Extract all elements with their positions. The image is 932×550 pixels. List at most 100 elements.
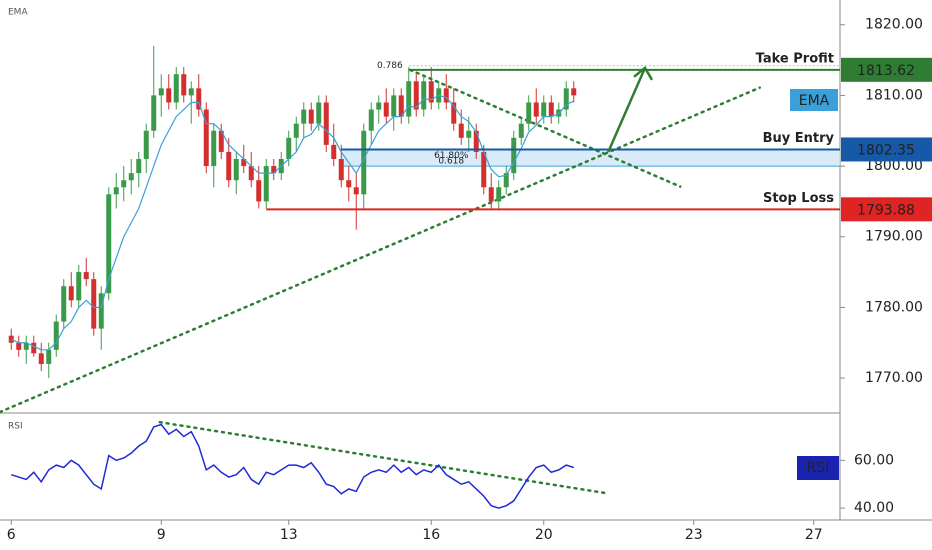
candle-body (466, 130, 472, 138)
candle-body (106, 194, 112, 294)
candle-body (563, 88, 569, 110)
x-tick-label: 6 (7, 527, 16, 543)
price-box-label: 1813.62 (857, 63, 915, 79)
fib-label: 0.618 (438, 157, 464, 167)
arrow (607, 67, 647, 153)
candle-body (76, 272, 82, 301)
candle-body (353, 187, 359, 195)
fib-label: 0.786 (377, 61, 403, 71)
candle-body (518, 123, 524, 138)
candle-body (286, 137, 292, 160)
price-box (841, 137, 932, 162)
candle-body (218, 130, 224, 152)
candle-body (428, 81, 434, 103)
candle-body (233, 159, 239, 181)
candle-body (406, 81, 412, 117)
candle-body (308, 109, 314, 124)
arrow-head (633, 65, 654, 81)
candle-body (203, 109, 209, 167)
candle-body (301, 109, 307, 124)
candle-body (263, 166, 269, 202)
x-tick-label: 16 (422, 527, 440, 543)
candle-body (451, 102, 457, 124)
x-tick-label: 23 (685, 527, 703, 543)
candle-body (196, 88, 202, 110)
rsi-title: RSI (8, 422, 23, 432)
candle-body (368, 109, 374, 131)
candle-body (421, 81, 427, 110)
candle-body (346, 180, 352, 188)
candle-body (293, 123, 299, 138)
candle-body (211, 130, 217, 167)
candle-body (338, 159, 344, 181)
level-label: Stop Loss (763, 191, 834, 206)
candle-body (503, 173, 509, 188)
chart-title: EMA (8, 8, 28, 18)
candle-body (181, 74, 187, 96)
rsi-line (11, 423, 574, 509)
candle-body (151, 95, 157, 131)
candle-body (473, 130, 479, 152)
candle-body (113, 187, 119, 195)
candle-body (248, 166, 254, 181)
ema-legend-box (790, 89, 838, 111)
candle-body (571, 88, 577, 96)
candle-body (158, 88, 164, 96)
candle-body (458, 123, 464, 138)
price-box-label: 1793.88 (857, 202, 915, 218)
candle-body (271, 166, 277, 174)
ema-legend: EMA (799, 93, 830, 109)
candle-body (83, 272, 89, 280)
candle-body (256, 180, 262, 202)
x-tick-label: 27 (805, 527, 823, 543)
candle-body (173, 74, 179, 103)
candle-body (98, 293, 104, 329)
candle-body (136, 159, 142, 174)
candle-body (23, 342, 29, 350)
candle-body (61, 286, 67, 322)
candle-body (68, 286, 74, 301)
candle-body (121, 180, 127, 188)
candle-body (376, 102, 382, 110)
trendline (409, 68, 682, 188)
y-tick-label: 1770.00 (865, 370, 923, 386)
candle-body (31, 342, 37, 354)
candle-body (38, 353, 44, 364)
x-tick-label: 9 (157, 527, 166, 543)
candle-body (46, 349, 52, 364)
fib-zone (341, 149, 840, 167)
candle-body (16, 342, 22, 350)
candle-body (548, 102, 554, 117)
candle-body (526, 102, 532, 124)
candle-body (533, 102, 539, 117)
candle-body (166, 88, 172, 103)
ema-line (10, 94, 575, 351)
candle-body (91, 279, 97, 329)
rsi-y-tick-label: 40.00 (854, 500, 894, 516)
candle-body (323, 102, 329, 145)
y-tick-label: 1810.00 (865, 87, 923, 103)
candle-body (316, 102, 322, 124)
candle-body (128, 173, 134, 181)
candle-body (481, 151, 487, 188)
candle-body (143, 130, 149, 160)
price-box-label: 1802.35 (857, 142, 915, 158)
candle-body (511, 137, 517, 174)
rsi-trendline (158, 420, 607, 495)
price-box (841, 197, 932, 222)
y-tick-label: 1780.00 (865, 299, 923, 315)
candle-body (188, 88, 194, 96)
candle-body (488, 187, 494, 202)
candle-body (398, 95, 404, 117)
candle-body (331, 144, 337, 160)
y-tick-label: 1800.00 (865, 158, 923, 174)
y-tick-label: 1820.00 (865, 17, 923, 33)
x-tick-label: 20 (535, 527, 553, 543)
candle-body (413, 81, 419, 110)
trendline (0, 86, 761, 414)
x-tick-label: 13 (280, 527, 298, 543)
candle-body (241, 159, 247, 167)
